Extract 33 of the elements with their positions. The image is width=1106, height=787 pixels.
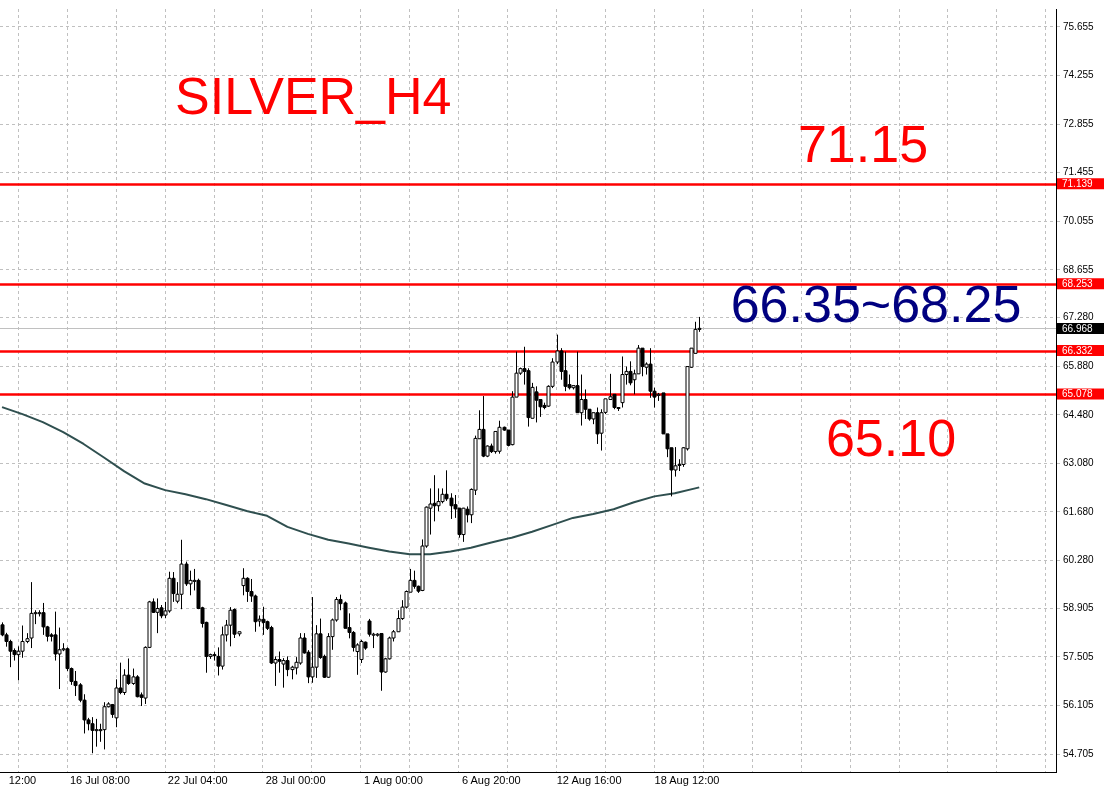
ref-line-label: 68.253 — [1062, 278, 1094, 290]
y-tick-label: 75.655 — [1063, 20, 1095, 32]
x-tick-label: 16 Jul 08:00 — [69, 773, 130, 786]
y-tick-label: 64.480 — [1063, 408, 1095, 420]
x-tick-label: 12 Aug 16:00 — [556, 773, 622, 786]
annotation: 65.10 — [825, 409, 957, 468]
y-tick-label: 58.905 — [1063, 602, 1095, 614]
y-tick-label: 54.705 — [1063, 747, 1095, 759]
annotation: 66.35~68.25 — [730, 275, 1022, 334]
x-tick-label: 6 Aug 20:00 — [461, 773, 521, 786]
y-tick-label: 61.680 — [1063, 505, 1095, 517]
y-tick-label: 60.280 — [1063, 554, 1095, 566]
y-tick-label: 68.655 — [1063, 263, 1095, 275]
y-tick-label: 74.255 — [1063, 69, 1095, 81]
y-tick-label: 56.105 — [1063, 699, 1095, 711]
y-tick-label: 57.505 — [1063, 650, 1095, 662]
x-tick-label: 28 Jul 00:00 — [265, 773, 326, 786]
x-tick-label: 12:00 — [8, 773, 37, 786]
y-tick-label: 67.280 — [1063, 311, 1095, 323]
ref-line-label: 71.139 — [1062, 177, 1094, 189]
y-tick-label: 71.455 — [1063, 166, 1095, 178]
ref-line-label: 66.968 — [1062, 322, 1094, 334]
x-tick-label: 22 Jul 04:00 — [167, 773, 228, 786]
y-tick-label: 72.855 — [1063, 117, 1095, 129]
y-tick-label: 70.055 — [1063, 215, 1095, 227]
ref-line-label: 66.332 — [1062, 344, 1094, 356]
y-tick-label: 65.880 — [1063, 359, 1095, 371]
annotation: 71.15 — [797, 115, 929, 174]
ref-line-label: 65.078 — [1062, 388, 1094, 400]
text: SILVER_H4 — [175, 67, 452, 126]
x-tick-label: 1 Aug 00:00 — [364, 773, 423, 786]
x-tick-label: 18 Aug 12:00 — [654, 773, 720, 786]
y-tick-label: 63.080 — [1063, 457, 1095, 469]
